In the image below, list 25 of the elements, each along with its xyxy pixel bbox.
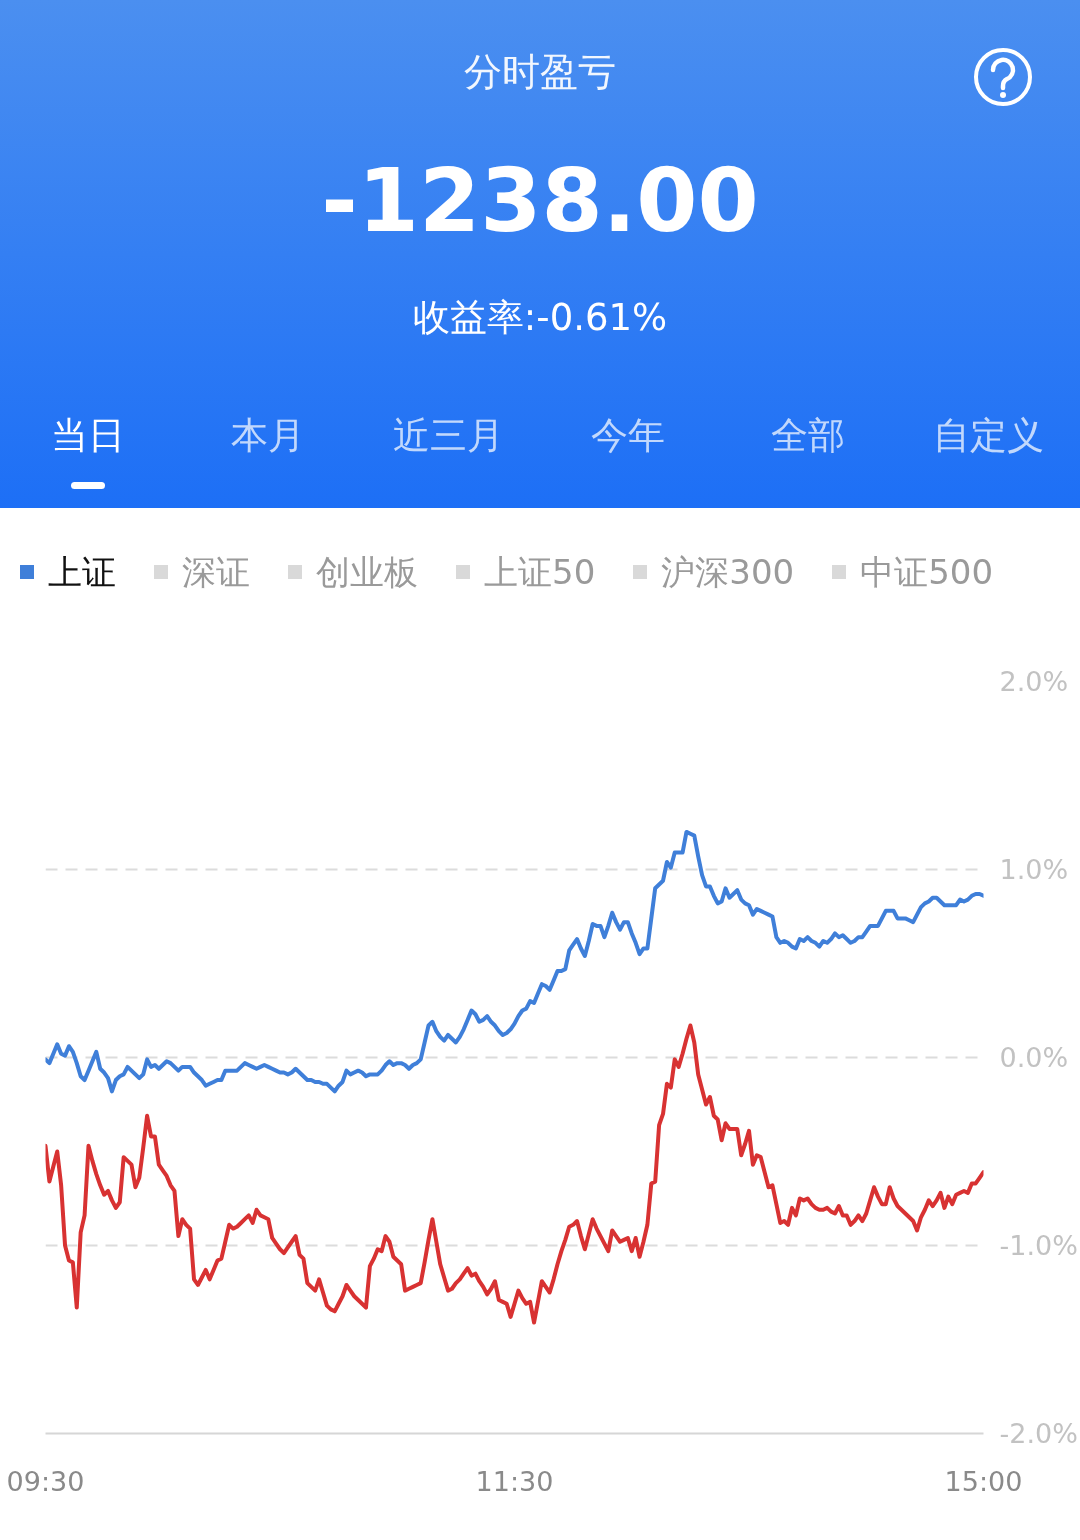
text: 上证50 xyxy=(484,550,596,594)
y-tick-label: 2.0% xyxy=(999,666,1069,697)
y-tick-label: 1.0% xyxy=(999,854,1069,885)
x-tick-label: 15:00 xyxy=(944,1465,1023,1497)
line-series xyxy=(45,829,984,1094)
text: 本月 xyxy=(230,413,306,459)
y-tick-label: -1.0% xyxy=(999,1230,1078,1261)
legend-label: 上证 xyxy=(48,550,116,594)
x-tick-label: 11:30 xyxy=(475,1465,554,1497)
text: 收益率:-0.61% xyxy=(411,295,669,341)
text: 今年 xyxy=(590,413,666,459)
text: 全部 xyxy=(770,413,846,459)
text: 中证500 xyxy=(860,550,994,594)
y-tick-label: -2.0% xyxy=(999,1418,1078,1449)
y-tick-label: 0.0% xyxy=(999,1042,1069,1073)
chart-subtitle: -1238.00 xyxy=(320,148,760,254)
text: 创业板 xyxy=(316,550,418,594)
text: 当日 xyxy=(50,413,126,459)
text: 深证 xyxy=(182,550,250,594)
text: 沪深300 xyxy=(661,550,795,594)
text: 近三月 xyxy=(391,413,505,459)
line-series xyxy=(45,1023,984,1325)
text: 自定义 xyxy=(931,413,1045,459)
x-tick-label: 09:30 xyxy=(6,1465,85,1497)
chart-title: 分时盈亏 xyxy=(463,49,617,96)
